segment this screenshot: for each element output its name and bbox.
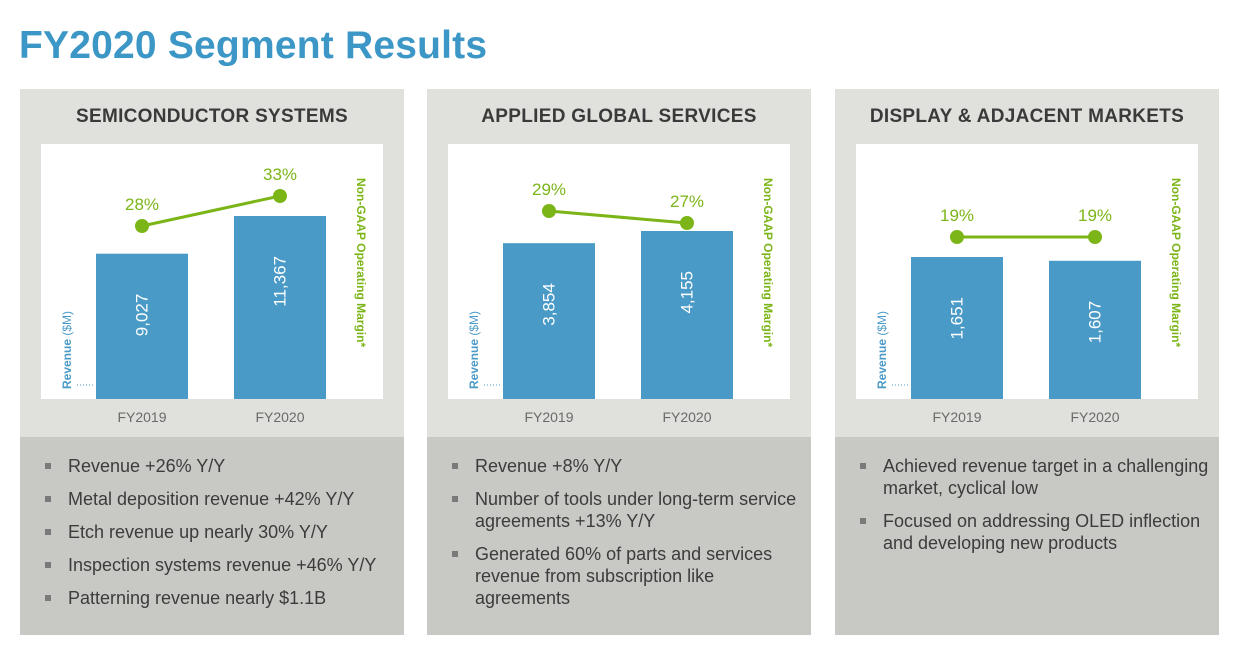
bar-value-label: 11,367: [271, 256, 290, 307]
margin-line: [141, 194, 281, 228]
y2-axis-label: Non-GAAP Operating Margin*: [1169, 178, 1183, 347]
chart-area: 1,651 1,607 19% 19% Revenue ($M) Non-GAAP Ope…: [856, 144, 1198, 399]
margin-value-label: 29%: [532, 180, 566, 199]
bullet-item: Focused on addressing OLED inflection an…: [859, 510, 1209, 554]
bullet-text: Patterning revenue nearly $1.1B: [68, 588, 327, 608]
bullet-marker: [452, 463, 458, 469]
bullet-item: Patterning revenue nearly $1.1B: [44, 587, 394, 609]
margin-point: [950, 230, 964, 244]
margin-value-label: 28%: [125, 195, 159, 214]
bullet-marker: [45, 595, 51, 601]
y-axis-label-bold: Revenue: [60, 336, 74, 389]
y-axis-label: Revenue ($M): [60, 311, 74, 389]
bullet-marker: [860, 518, 866, 524]
bullet-marker: [452, 496, 458, 502]
panel-header: APPLIED GLOBAL SERVICES 3,854 4,155 29% 27%…: [427, 89, 811, 437]
chart-area: 9,027 11,367 28% 33% Revenue ($M) Non-GAAP Op…: [41, 144, 383, 399]
bullet-marker: [452, 551, 458, 557]
panel-body: Achieved revenue target in a challenging…: [835, 437, 1219, 635]
bullet-text: Number of tools under long-term service …: [475, 489, 797, 531]
x-tick-label: FY2020: [662, 409, 712, 425]
panel-body: Revenue +26% Y/Y Metal deposition revenu…: [20, 437, 404, 635]
margin-point: [542, 204, 556, 218]
bullet-item: Number of tools under long-term service …: [451, 488, 801, 532]
bullet-text: Generated 60% of parts and services reve…: [475, 544, 773, 608]
segment-chart: 9,027 11,367 28% 33% Revenue ($M) Non-GAAP Op…: [60, 165, 368, 399]
segment-panel-global-services: APPLIED GLOBAL SERVICES 3,854 4,155 29% 27%…: [427, 89, 811, 635]
revenue-bar: [641, 231, 733, 399]
margin-point: [273, 189, 287, 203]
panel-title: DISPLAY & ADJACENT MARKETS: [869, 106, 1185, 127]
panel-title: APPLIED GLOBAL SERVICES: [481, 106, 757, 127]
x-tick-label: FY2019: [524, 409, 574, 425]
margin-point: [135, 219, 149, 233]
bullet-text: Inspection systems revenue +46% Y/Y: [68, 555, 377, 575]
bullet-marker: [45, 562, 51, 568]
bullet-list: Revenue +26% Y/Y Metal deposition revenu…: [44, 455, 394, 620]
y2-axis-label: Non-GAAP Operating Margin*: [761, 178, 775, 347]
x-tick-label: FY2019: [117, 409, 167, 425]
bullet-list: Revenue +8% Y/Y Number of tools under lo…: [451, 455, 801, 620]
margin-point: [680, 216, 694, 230]
margin-value-label: 19%: [1078, 206, 1112, 225]
segment-chart: 3,854 4,155 29% 27% Revenue ($M) Non-GAAP Ope…: [467, 178, 775, 399]
bar-value-label: 3,854: [540, 283, 559, 326]
x-tick-label: FY2020: [1070, 409, 1120, 425]
y-axis-label-bold: Revenue: [875, 336, 889, 389]
bullet-text: Focused on addressing OLED inflection an…: [883, 511, 1201, 553]
bar-value-label: 1,607: [1086, 301, 1105, 344]
panel-header: SEMICONDUCTOR SYSTEMS 9,027 11,367 28% 33% R…: [20, 89, 404, 437]
margin-value-label: 19%: [940, 206, 974, 225]
x-tick-label: FY2019: [932, 409, 982, 425]
page-title: FY2020 Segment Results: [19, 24, 488, 67]
bullet-marker: [45, 529, 51, 535]
segment-panel-semiconductor: SEMICONDUCTOR SYSTEMS 9,027 11,367 28% 33% R…: [20, 89, 404, 635]
bullet-list: Achieved revenue target in a challenging…: [859, 455, 1209, 565]
chart-area: 3,854 4,155 29% 27% Revenue ($M) Non-GAAP Ope…: [448, 144, 790, 399]
bar-value-label: 4,155: [678, 271, 697, 314]
revenue-bar: [911, 257, 1003, 399]
x-tick-label: FY2020: [255, 409, 305, 425]
bullet-item: Revenue +8% Y/Y: [451, 455, 801, 477]
y-axis-label-unit: ($M): [875, 311, 889, 336]
revenue-bar: [234, 216, 326, 399]
bullet-item: Etch revenue up nearly 30% Y/Y: [44, 521, 394, 543]
bullet-marker: [45, 496, 51, 502]
revenue-bar: [96, 253, 188, 399]
bullet-text: Achieved revenue target in a challenging…: [883, 456, 1209, 498]
revenue-bar: [1049, 260, 1141, 399]
bullet-item: Revenue +26% Y/Y: [44, 455, 394, 477]
bullet-marker: [45, 463, 51, 469]
y-axis-label-unit: ($M): [60, 311, 74, 336]
bar-value-label: 1,651: [948, 297, 967, 340]
bullet-item: Achieved revenue target in a challenging…: [859, 455, 1209, 499]
bar-value-label: 9,027: [133, 294, 152, 337]
panel-title: SEMICONDUCTOR SYSTEMS: [76, 106, 348, 127]
bullet-item: Generated 60% of parts and services reve…: [451, 543, 801, 609]
margin-point: [1088, 230, 1102, 244]
margin-value-label: 27%: [670, 192, 704, 211]
y2-axis-label: Non-GAAP Operating Margin*: [354, 178, 368, 347]
bullet-marker: [860, 463, 866, 469]
y-axis-label: Revenue ($M): [875, 311, 889, 389]
margin-line: [548, 209, 688, 225]
bullet-text: Revenue +8% Y/Y: [475, 456, 623, 476]
bullet-text: Revenue +26% Y/Y: [68, 456, 226, 476]
segment-chart: 1,651 1,607 19% 19% Revenue ($M) Non-GAAP Ope…: [875, 178, 1183, 399]
bullet-item: Metal deposition revenue +42% Y/Y: [44, 488, 394, 510]
revenue-bar: [503, 243, 595, 399]
segment-panel-display: DISPLAY & ADJACENT MARKETS 1,651 1,607 19%…: [835, 89, 1219, 635]
y-axis-label: Revenue ($M): [467, 311, 481, 389]
bullet-text: Etch revenue up nearly 30% Y/Y: [68, 522, 328, 542]
panel-body: Revenue +8% Y/Y Number of tools under lo…: [427, 437, 811, 635]
bullet-text: Metal deposition revenue +42% Y/Y: [68, 489, 355, 509]
y-axis-label-bold: Revenue: [467, 336, 481, 389]
margin-value-label: 33%: [263, 165, 297, 184]
bullet-item: Inspection systems revenue +46% Y/Y: [44, 554, 394, 576]
panel-header: DISPLAY & ADJACENT MARKETS 1,651 1,607 19%…: [835, 89, 1219, 437]
y-axis-label-unit: ($M): [467, 311, 481, 336]
